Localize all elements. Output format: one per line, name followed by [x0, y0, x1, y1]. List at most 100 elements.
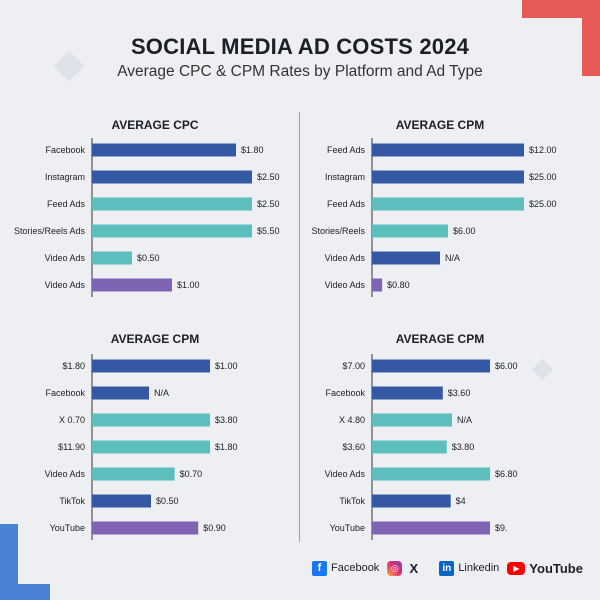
chart-0-value-label-0: $1.80: [241, 145, 264, 155]
chart-3-bar-0: [372, 359, 490, 373]
chart-2-bar-4: [92, 467, 175, 481]
facebook-icon: f: [312, 560, 327, 576]
legend-label-facebook: Facebook: [331, 562, 380, 574]
chart-3-bar-2: [372, 413, 452, 427]
chart-0-category-label-0: Facebook: [45, 145, 85, 155]
chart-2-category-label-4: Video Ads: [45, 469, 86, 479]
chart-0-bar-1: [92, 170, 252, 184]
panel-title-cpc: AVERAGE CPC: [111, 118, 199, 132]
chart-2-bar-6: [92, 521, 199, 535]
chart-1-value-label-3: $6.00: [453, 226, 476, 236]
chart-3-value-label-0: $6.00: [495, 361, 518, 371]
legend-item-x: X: [408, 561, 425, 576]
chart-2-value-label-6: $0.90: [203, 523, 226, 533]
chart-3-category-label-2: X 4.80: [339, 415, 365, 425]
instagram-icon: ◎: [387, 560, 403, 576]
chart-1-category-label-3: Stories/Reels: [311, 226, 365, 236]
chart-2-category-label-0: $1.80: [62, 361, 85, 371]
chart-2-value-label-3: $1.80: [215, 442, 238, 452]
chart-1-bar-5: [372, 278, 383, 292]
chart-3-value-label-3: $3.80: [452, 442, 475, 452]
chart-0-bar-4: [92, 251, 132, 265]
chart-0-bar-2: [92, 197, 252, 211]
corner-accent-bottom-left-horizontal: [0, 584, 50, 600]
chart-1-bar-1: [372, 170, 524, 184]
chart-2-value-label-2: $3.80: [215, 415, 238, 425]
legend-item-instagram: ◎: [387, 560, 406, 576]
chart-3-category-label-6: YouTube: [330, 523, 365, 533]
chart-2-value-label-1: N/A: [154, 388, 169, 398]
chart-2-category-label-5: TikTok: [59, 496, 85, 506]
chart-2-category-label-1: Facebook: [45, 388, 85, 398]
linkedin-icon: in: [439, 560, 455, 576]
chart-3-value-label-4: $6.80: [495, 469, 518, 479]
chart-1-value-label-1: $25.00: [529, 172, 557, 182]
chart-1-bar-2: [372, 197, 524, 211]
chart-1-category-label-0: Feed Ads: [327, 145, 366, 155]
panel-divider: [299, 112, 300, 542]
chart-2-bar-2: [92, 413, 210, 427]
legend-item-facebook: f Facebook: [312, 560, 380, 576]
chart-3-category-label-4: Video Ads: [325, 469, 366, 479]
chart-1-value-label-0: $12.00: [529, 145, 557, 155]
chart-3-value-label-2: N/A: [457, 415, 472, 425]
chart-3-value-label-1: $3.60: [448, 388, 471, 398]
chart-1-category-label-5: Video Ads: [325, 280, 366, 290]
x-icon: X: [409, 560, 419, 576]
chart-2-value-label-0: $1.00: [215, 361, 238, 371]
panel-title-cpm-3: AVERAGE CPM: [395, 332, 485, 346]
chart-0-bar-3: [92, 224, 252, 238]
legend-item-linkedin: in Linkedin: [439, 560, 500, 576]
panel-title-cpm-1: AVERAGE CPM: [395, 118, 485, 132]
chart-3-bar-1: [372, 386, 443, 400]
chart-0-value-label-3: $5.50: [257, 226, 280, 236]
chart-3-category-label-1: Facebook: [325, 388, 365, 398]
chart-2-value-label-5: $0.50: [156, 496, 179, 506]
corner-accent-bottom-left: [0, 524, 18, 600]
chart-3-bar-6: [372, 521, 490, 535]
legend-label-linkedin: Linkedin: [458, 562, 500, 574]
chart-0-value-label-2: $2.50: [257, 199, 280, 209]
chart-1-value-label-2: $25.00: [529, 199, 557, 209]
page-subtitle: Average CPC & CPM Rates by Platform and …: [117, 63, 483, 80]
chart-1-category-label-2: Feed Ads: [327, 199, 366, 209]
chart-2-bar-0: [92, 359, 210, 373]
chart-0-category-label-3: Stories/Reels Ads: [14, 226, 86, 236]
corner-accent-top-right-vertical: [582, 18, 600, 76]
chart-2-bar-1: [92, 386, 149, 400]
chart-0-value-label-4: $0.50: [137, 253, 160, 263]
chart-3-value-label-6: $9.: [495, 523, 508, 533]
chart-0-value-label-5: $1.00: [177, 280, 200, 290]
chart-3-bar-3: [372, 440, 447, 454]
chart-0-value-label-1: $2.50: [257, 172, 280, 182]
chart-0-category-label-4: Video Ads: [45, 253, 86, 263]
chart-2-bar-5: [92, 494, 151, 508]
chart-1-category-label-4: Video Ads: [325, 253, 366, 263]
chart-1-bar-0: [372, 143, 524, 157]
legend-item-youtube: ▶ YouTube: [507, 561, 583, 576]
chart-2-category-label-6: YouTube: [50, 523, 85, 533]
corner-accent-top-right: [522, 0, 600, 18]
platform-legend: f Facebook ◎ X in Linkedin ▶ YouTube: [312, 558, 591, 578]
chart-2-bar-3: [92, 440, 210, 454]
chart-2-category-label-3: $11.90: [58, 442, 85, 452]
chart-1-bar-4: [372, 251, 440, 265]
chart-0-bar-0: [92, 143, 236, 157]
chart-0-category-label-2: Feed Ads: [47, 199, 86, 209]
chart-3-bar-5: [372, 494, 451, 508]
chart-1-bar-3: [372, 224, 448, 238]
youtube-icon: ▶: [507, 561, 526, 575]
chart-3-category-label-3: $3.60: [342, 442, 365, 452]
chart-1-value-label-4: N/A: [445, 253, 460, 263]
chart-3-value-label-5: $4: [456, 496, 466, 506]
chart-0-bar-5: [92, 278, 172, 292]
page-title: SOCIAL MEDIA AD COSTS 2024: [130, 34, 470, 59]
chart-1-value-label-5: $0.80: [387, 280, 410, 290]
legend-label-youtube: YouTube: [529, 560, 583, 576]
chart-3-category-label-0: $7.00: [342, 361, 365, 371]
chart-3-bar-4: [372, 467, 490, 481]
chart-3-category-label-5: TikTok: [339, 496, 365, 506]
chart-1-category-label-1: Instagram: [325, 172, 365, 182]
chart-0-category-label-5: Video Ads: [45, 280, 86, 290]
